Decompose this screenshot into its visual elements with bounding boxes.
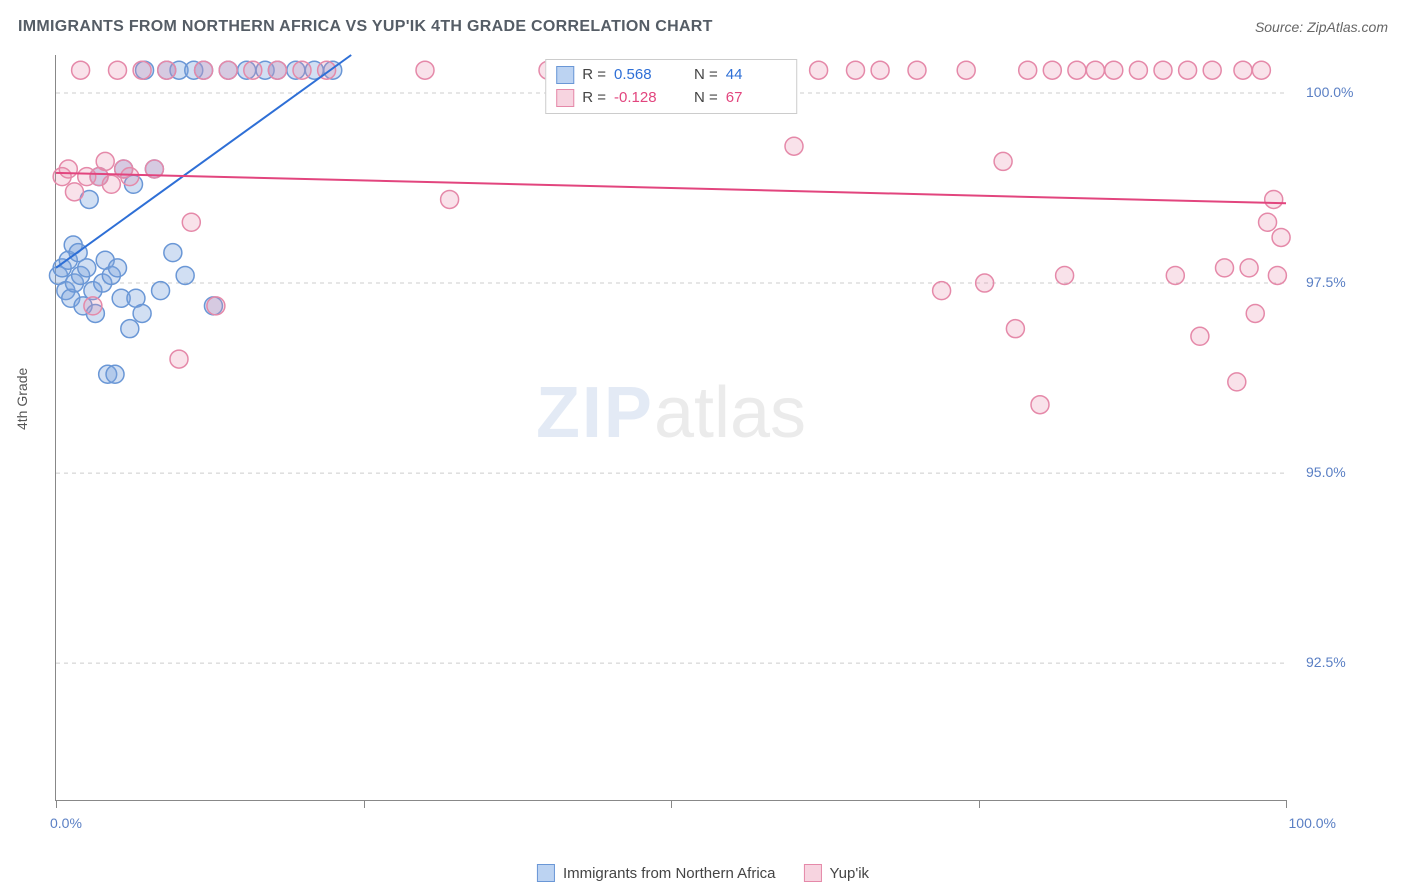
data-point: [109, 259, 127, 277]
data-point: [1216, 259, 1234, 277]
data-point: [78, 259, 96, 277]
legend-swatch-1: [804, 864, 822, 882]
data-point: [810, 61, 828, 79]
y-tick-label: 97.5%: [1306, 274, 1346, 290]
data-point: [182, 213, 200, 231]
data-point: [957, 61, 975, 79]
data-point: [72, 61, 90, 79]
data-point: [1031, 396, 1049, 414]
legend-item-0: Immigrants from Northern Africa: [537, 864, 776, 882]
plot-area: ZIPatlas 92.5%95.0%97.5%100.0% R = 0.568…: [55, 55, 1286, 801]
data-point: [1006, 320, 1024, 338]
chart-source: Source: ZipAtlas.com: [1255, 19, 1388, 35]
data-point: [152, 282, 170, 300]
data-point: [1179, 61, 1197, 79]
data-point: [1272, 228, 1290, 246]
n-value-0: 44: [726, 64, 786, 87]
n-label-0: N =: [694, 64, 718, 87]
x-tick: [671, 800, 672, 808]
data-point: [96, 152, 114, 170]
data-point: [244, 61, 262, 79]
data-point: [293, 61, 311, 79]
x-tick: [979, 800, 980, 808]
y-tick-label: 100.0%: [1306, 84, 1353, 100]
plot-svg: [56, 55, 1286, 800]
data-point: [1228, 373, 1246, 391]
chart-title: IMMIGRANTS FROM NORTHERN AFRICA VS YUP'I…: [18, 18, 713, 36]
data-point: [1056, 266, 1074, 284]
data-point: [1246, 304, 1264, 322]
legend-item-1: Yup'ik: [804, 864, 870, 882]
data-point: [133, 61, 151, 79]
data-point: [1166, 266, 1184, 284]
data-point: [1265, 190, 1283, 208]
swatch-series-0: [556, 66, 574, 84]
data-point: [994, 152, 1012, 170]
series-legend: Immigrants from Northern Africa Yup'ik: [537, 864, 869, 882]
r-label-0: R =: [582, 64, 606, 87]
stats-legend: R = 0.568 N = 44 R = -0.128 N = 67: [545, 59, 797, 114]
data-point: [1268, 266, 1286, 284]
data-point: [441, 190, 459, 208]
data-point: [1203, 61, 1221, 79]
swatch-series-1: [556, 89, 574, 107]
x-axis-min-label: 0.0%: [50, 815, 82, 831]
data-point: [109, 61, 127, 79]
data-point: [121, 320, 139, 338]
y-axis-label: 4th Grade: [14, 368, 30, 430]
x-tick: [1286, 800, 1287, 808]
data-point: [1043, 61, 1061, 79]
data-point: [933, 282, 951, 300]
legend-label-0: Immigrants from Northern Africa: [563, 865, 776, 882]
x-tick: [364, 800, 365, 808]
data-point: [102, 175, 120, 193]
x-axis-max-label: 100.0%: [1289, 815, 1336, 831]
data-point: [158, 61, 176, 79]
data-point: [207, 297, 225, 315]
data-point: [219, 61, 237, 79]
data-point: [84, 297, 102, 315]
data-point: [106, 365, 124, 383]
data-point: [133, 304, 151, 322]
data-point: [195, 61, 213, 79]
data-point: [908, 61, 926, 79]
y-tick-label: 95.0%: [1306, 464, 1346, 480]
data-point: [1191, 327, 1209, 345]
data-point: [1259, 213, 1277, 231]
data-point: [976, 274, 994, 292]
legend-label-1: Yup'ik: [830, 865, 870, 882]
r-label-1: R =: [582, 87, 606, 110]
y-tick-label: 92.5%: [1306, 654, 1346, 670]
data-point: [871, 61, 889, 79]
data-point: [1234, 61, 1252, 79]
data-point: [1129, 61, 1147, 79]
stats-row-series-1: R = -0.128 N = 67: [556, 87, 786, 110]
data-point: [1105, 61, 1123, 79]
r-value-0: 0.568: [614, 64, 674, 87]
data-point: [65, 183, 83, 201]
data-point: [176, 266, 194, 284]
data-point: [121, 168, 139, 186]
x-tick: [56, 800, 57, 808]
data-point: [1154, 61, 1172, 79]
data-point: [1086, 61, 1104, 79]
legend-swatch-0: [537, 864, 555, 882]
data-point: [164, 244, 182, 262]
data-point: [416, 61, 434, 79]
r-value-1: -0.128: [614, 87, 674, 110]
regression-line: [56, 173, 1286, 203]
data-point: [1240, 259, 1258, 277]
data-point: [847, 61, 865, 79]
data-point: [785, 137, 803, 155]
data-point: [1019, 61, 1037, 79]
data-point: [59, 160, 77, 178]
data-point: [170, 350, 188, 368]
chart-header: IMMIGRANTS FROM NORTHERN AFRICA VS YUP'I…: [18, 18, 1388, 36]
n-label-1: N =: [694, 87, 718, 110]
data-point: [1068, 61, 1086, 79]
n-value-1: 67: [726, 87, 786, 110]
stats-row-series-0: R = 0.568 N = 44: [556, 64, 786, 87]
data-point: [268, 61, 286, 79]
data-point: [1252, 61, 1270, 79]
